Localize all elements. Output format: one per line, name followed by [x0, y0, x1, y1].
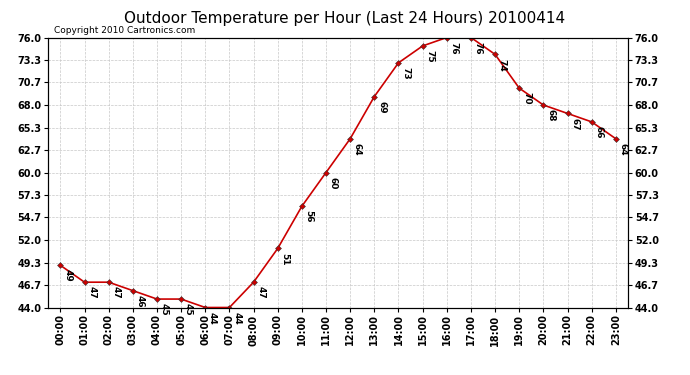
Text: 47: 47 — [257, 286, 266, 299]
Text: 56: 56 — [305, 210, 314, 223]
Text: 47: 47 — [112, 286, 121, 299]
Text: Outdoor Temperature per Hour (Last 24 Hours) 20100414: Outdoor Temperature per Hour (Last 24 Ho… — [124, 11, 566, 26]
Text: 67: 67 — [571, 118, 580, 130]
Text: 75: 75 — [426, 50, 435, 63]
Text: 45: 45 — [160, 303, 169, 316]
Text: 70: 70 — [522, 92, 531, 105]
Text: 47: 47 — [88, 286, 97, 299]
Text: 46: 46 — [136, 295, 145, 307]
Text: 73: 73 — [402, 67, 411, 80]
Text: 51: 51 — [281, 253, 290, 265]
Text: 45: 45 — [184, 303, 193, 316]
Text: 76: 76 — [450, 42, 459, 54]
Text: 64: 64 — [353, 143, 362, 156]
Text: 44: 44 — [208, 312, 217, 324]
Text: 69: 69 — [377, 101, 386, 113]
Text: 66: 66 — [595, 126, 604, 138]
Text: 64: 64 — [619, 143, 628, 156]
Text: 68: 68 — [546, 109, 555, 122]
Text: 44: 44 — [233, 312, 241, 324]
Text: Copyright 2010 Cartronics.com: Copyright 2010 Cartronics.com — [54, 26, 195, 35]
Text: 76: 76 — [474, 42, 483, 54]
Text: 49: 49 — [63, 270, 72, 282]
Text: 74: 74 — [498, 58, 507, 71]
Text: 60: 60 — [329, 177, 338, 189]
